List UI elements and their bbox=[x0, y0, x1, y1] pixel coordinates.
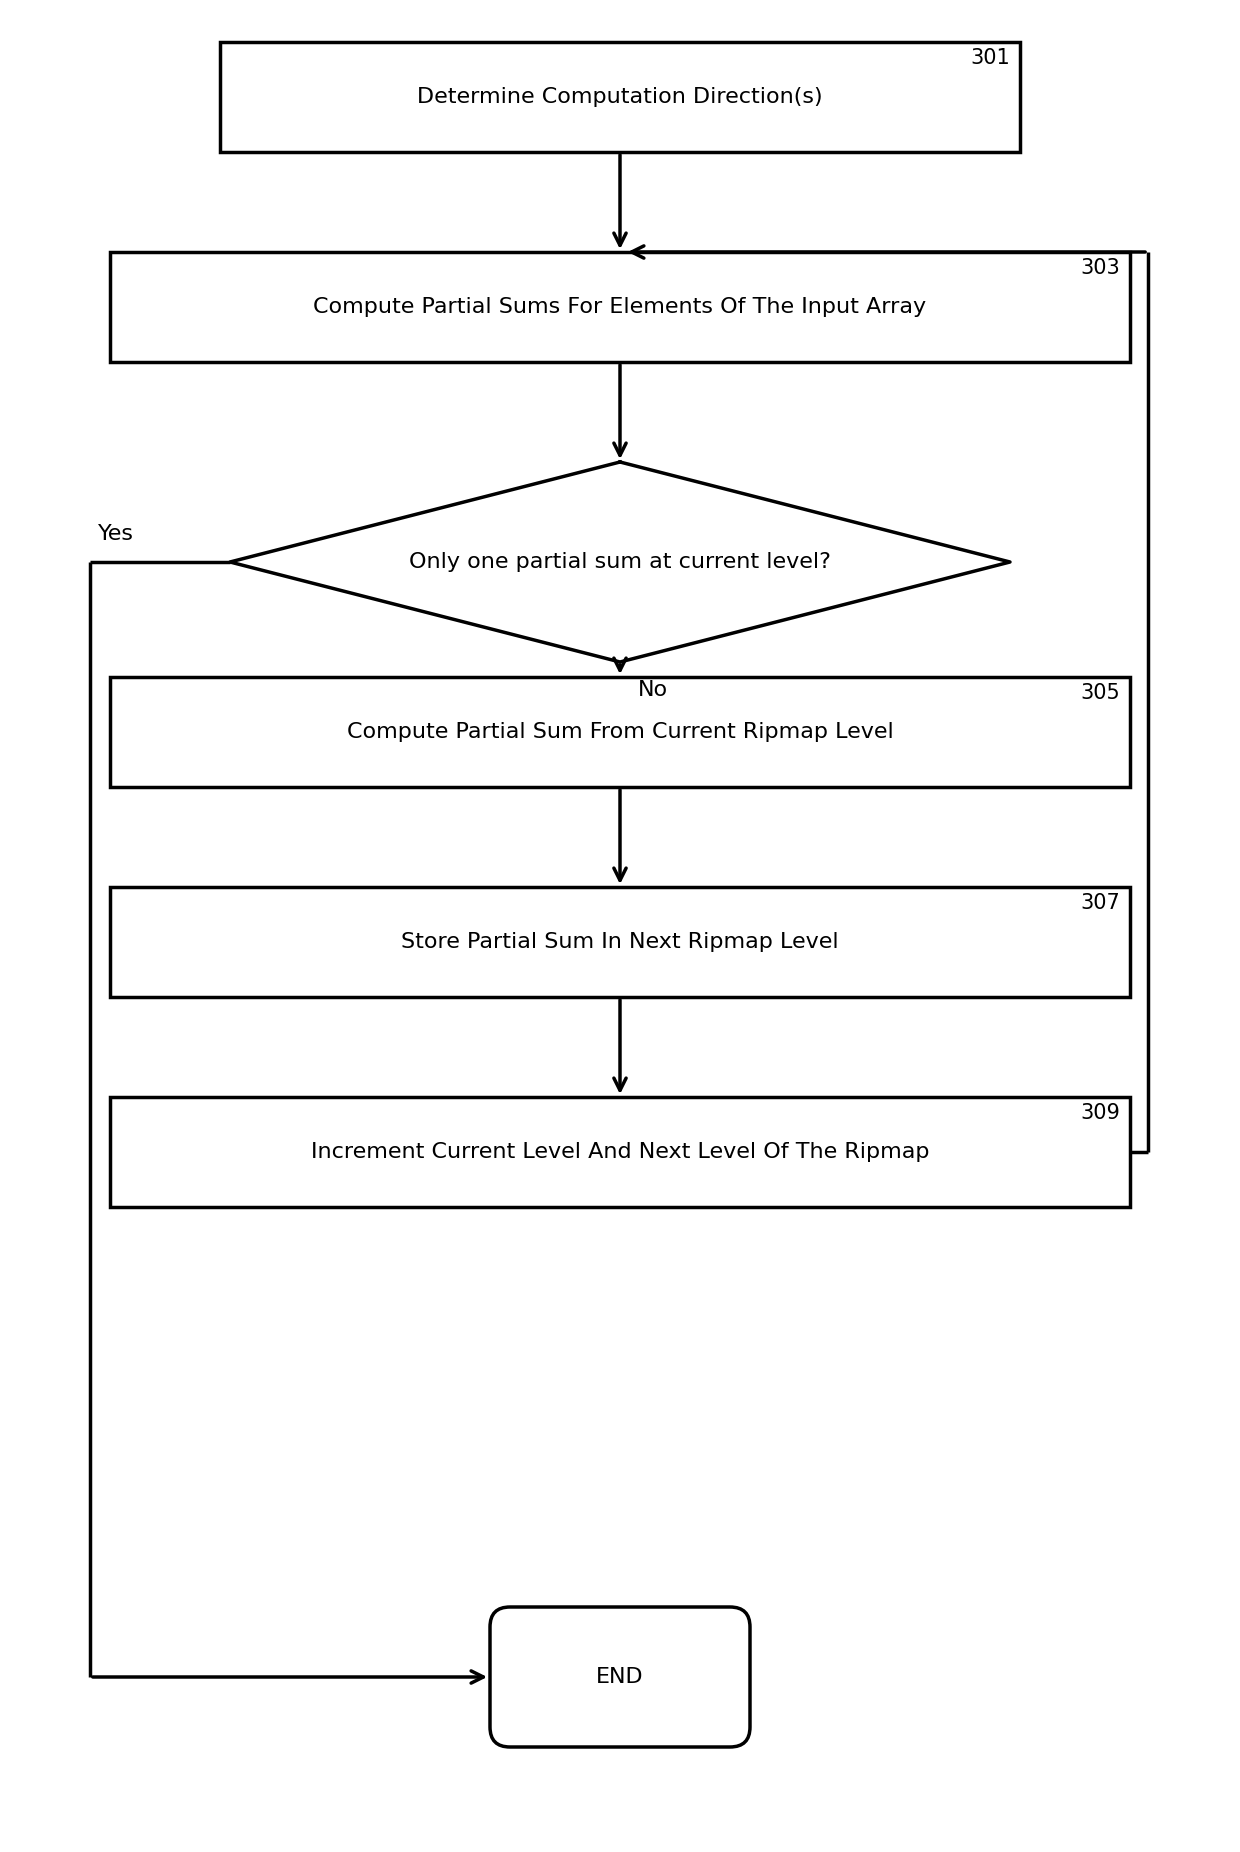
Bar bbox=[110, 887, 1130, 996]
Text: Yes: Yes bbox=[98, 524, 134, 544]
Text: 303: 303 bbox=[1080, 257, 1120, 278]
Text: Only one partial sum at current level?: Only one partial sum at current level? bbox=[409, 552, 831, 572]
Text: Store Partial Sum In Next Ripmap Level: Store Partial Sum In Next Ripmap Level bbox=[402, 932, 838, 952]
Text: No: No bbox=[639, 680, 668, 700]
Text: 307: 307 bbox=[1080, 893, 1120, 913]
Bar bbox=[110, 252, 1130, 361]
Text: 301: 301 bbox=[970, 48, 1011, 69]
Text: Compute Partial Sum From Current Ripmap Level: Compute Partial Sum From Current Ripmap … bbox=[347, 722, 893, 743]
Text: 309: 309 bbox=[1080, 1104, 1120, 1122]
Text: 305: 305 bbox=[1080, 683, 1120, 704]
Bar bbox=[110, 1096, 1130, 1208]
Text: Compute Partial Sums For Elements Of The Input Array: Compute Partial Sums For Elements Of The… bbox=[314, 296, 926, 317]
FancyBboxPatch shape bbox=[490, 1608, 750, 1746]
Text: Determine Computation Direction(s): Determine Computation Direction(s) bbox=[417, 87, 823, 107]
Text: END: END bbox=[596, 1667, 644, 1687]
Bar bbox=[110, 678, 1130, 787]
Bar bbox=[219, 43, 1021, 152]
Text: Increment Current Level And Next Level Of The Ripmap: Increment Current Level And Next Level O… bbox=[311, 1143, 929, 1161]
